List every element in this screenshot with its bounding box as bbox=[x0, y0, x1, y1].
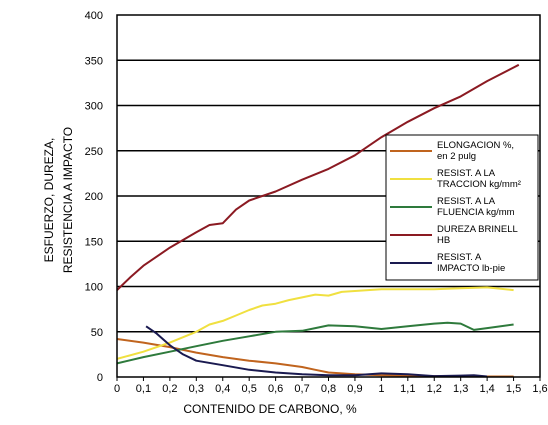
legend-label-2: RESIST. A LA bbox=[437, 196, 496, 207]
x-tick-label: 0,8 bbox=[321, 383, 336, 395]
legend-label-0: ELONGACION %, bbox=[437, 140, 514, 151]
x-tick-label: 1,6 bbox=[532, 383, 547, 395]
x-tick-label: 0 bbox=[114, 383, 120, 395]
x-tick-label: 1,5 bbox=[506, 383, 521, 395]
legend-label-3: HB bbox=[437, 235, 450, 246]
y-tick-label: 50 bbox=[91, 327, 103, 339]
grid-lines bbox=[117, 59, 540, 333]
y-tick-label: 350 bbox=[85, 55, 103, 67]
y-tick-label: 400 bbox=[85, 10, 103, 22]
legend-label-4: RESIST. A bbox=[437, 252, 482, 263]
x-tick-label: 0,4 bbox=[215, 383, 230, 395]
series-line-1 bbox=[116, 286, 514, 360]
y-tick-label: 150 bbox=[85, 236, 103, 248]
legend-label-4: IMPACTO lb-pie bbox=[437, 263, 505, 274]
series-line-0 bbox=[116, 338, 514, 378]
x-tick-label: 1,3 bbox=[453, 383, 468, 395]
x-axis-title: CONTENIDO DE CARBONO, % bbox=[183, 402, 357, 416]
x-tick-label: 0,6 bbox=[268, 383, 283, 395]
x-tick-label: 1,2 bbox=[427, 383, 442, 395]
x-axis-ticks: 0 0,1 0,2 0,3 0,4 0,5 0,6 0,7 0,8 0,9 1 1,1 1,2 1,3 1,… bbox=[114, 377, 548, 395]
x-tick-label: 0,2 bbox=[162, 383, 177, 395]
legend-label-3: DUREZA BRINELL bbox=[437, 224, 518, 235]
legend-label-1: TRACCION kg/mm² bbox=[437, 179, 521, 190]
x-tick-label: 1,1 bbox=[400, 383, 415, 395]
x-tick-label: 0,1 bbox=[136, 383, 151, 395]
series-line-4 bbox=[145, 325, 488, 378]
legend-label-0: en 2 pulg bbox=[437, 151, 476, 162]
x-tick-label: 0,3 bbox=[189, 383, 204, 395]
y-axis-title-line-2: RESISTENCIA A IMPACTO bbox=[61, 127, 75, 273]
y-tick-label: 100 bbox=[85, 282, 103, 294]
x-tick-label: 0,7 bbox=[294, 383, 309, 395]
x-tick-label: 1,4 bbox=[479, 383, 494, 395]
y-axis-title-line-1: ESFUERZO, DUREZA, bbox=[42, 138, 56, 263]
legend-label-1: RESIST. A LA bbox=[437, 168, 496, 179]
legend-label-2: FLUENCIA kg/mm bbox=[437, 207, 515, 218]
x-tick-label: 1 bbox=[378, 383, 384, 395]
y-tick-label: 0 bbox=[97, 372, 103, 384]
series-line-2 bbox=[116, 321, 514, 365]
x-tick-label: 0,5 bbox=[242, 383, 257, 395]
y-tick-label: 200 bbox=[85, 191, 103, 203]
y-tick-label: 300 bbox=[85, 101, 103, 113]
y-tick-label: 250 bbox=[85, 146, 103, 158]
series-line-3 bbox=[116, 63, 520, 291]
series-lines bbox=[116, 63, 520, 378]
x-tick-label: 0,9 bbox=[347, 383, 362, 395]
y-axis-ticks: 0 50 100 150 200 250 300 350 400 bbox=[85, 10, 103, 384]
